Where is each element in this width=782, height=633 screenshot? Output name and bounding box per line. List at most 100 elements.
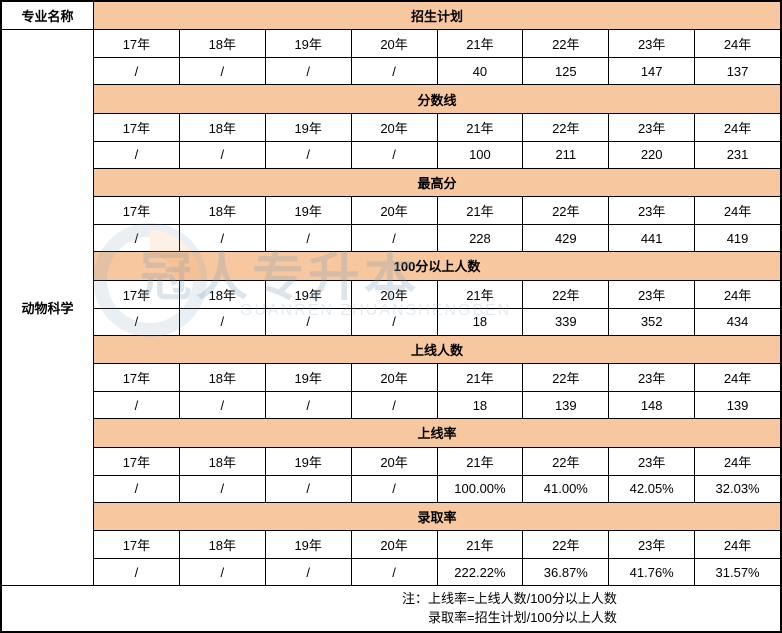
- value-cell: 139: [695, 392, 781, 419]
- value-cell: 429: [523, 225, 609, 252]
- value-cell: 18: [437, 392, 523, 419]
- value-cell: /: [351, 225, 437, 252]
- year-cell: 24年: [695, 364, 781, 392]
- year-cell: 21年: [437, 280, 523, 308]
- note-cell: 注：上线率=上线人数/100分以上人数录取率=招生计划/100分以上人数: [2, 586, 781, 632]
- value-cell: /: [94, 141, 180, 168]
- year-cell: 19年: [265, 113, 351, 141]
- year-cell: 19年: [265, 30, 351, 58]
- year-cell: 20年: [351, 30, 437, 58]
- year-cell: 18年: [179, 30, 265, 58]
- year-cell: 22年: [523, 197, 609, 225]
- value-cell: 100.00%: [437, 475, 523, 502]
- year-cell: 23年: [609, 30, 695, 58]
- year-cell: 24年: [695, 30, 781, 58]
- value-cell: /: [351, 559, 437, 586]
- value-cell: /: [265, 141, 351, 168]
- year-cell: 17年: [94, 447, 180, 475]
- value-cell: /: [351, 58, 437, 85]
- value-cell: 231: [695, 141, 781, 168]
- value-cell: 100: [437, 141, 523, 168]
- section-header-6: 录取率: [94, 502, 781, 530]
- year-cell: 24年: [695, 113, 781, 141]
- section-header-0: 招生计划: [94, 2, 781, 30]
- year-cell: 21年: [437, 447, 523, 475]
- year-cell: 21年: [437, 197, 523, 225]
- year-cell: 17年: [94, 30, 180, 58]
- value-cell: 32.03%: [695, 475, 781, 502]
- year-cell: 19年: [265, 364, 351, 392]
- value-cell: /: [179, 475, 265, 502]
- year-cell: 18年: [179, 364, 265, 392]
- year-cell: 17年: [94, 364, 180, 392]
- section-header-2: 最高分: [94, 168, 781, 196]
- value-cell: 40: [437, 58, 523, 85]
- value-cell: /: [265, 58, 351, 85]
- year-cell: 19年: [265, 197, 351, 225]
- year-cell: 23年: [609, 447, 695, 475]
- value-cell: 228: [437, 225, 523, 252]
- value-cell: /: [94, 559, 180, 586]
- year-cell: 22年: [523, 30, 609, 58]
- value-cell: 352: [609, 308, 695, 335]
- value-cell: 211: [523, 141, 609, 168]
- value-cell: 41.00%: [523, 475, 609, 502]
- year-cell: 20年: [351, 197, 437, 225]
- value-cell: /: [179, 559, 265, 586]
- value-cell: /: [265, 392, 351, 419]
- year-cell: 24年: [695, 530, 781, 558]
- value-cell: 36.87%: [523, 559, 609, 586]
- year-cell: 23年: [609, 280, 695, 308]
- year-cell: 19年: [265, 530, 351, 558]
- value-cell: /: [265, 225, 351, 252]
- value-cell: 42.05%: [609, 475, 695, 502]
- year-cell: 21年: [437, 364, 523, 392]
- value-cell: 139: [523, 392, 609, 419]
- year-cell: 17年: [94, 113, 180, 141]
- value-cell: /: [94, 392, 180, 419]
- value-cell: /: [265, 475, 351, 502]
- value-cell: 125: [523, 58, 609, 85]
- year-cell: 23年: [609, 364, 695, 392]
- year-cell: 19年: [265, 280, 351, 308]
- year-cell: 17年: [94, 530, 180, 558]
- value-cell: /: [351, 141, 437, 168]
- year-cell: 20年: [351, 530, 437, 558]
- value-cell: /: [94, 58, 180, 85]
- year-cell: 23年: [609, 197, 695, 225]
- year-cell: 20年: [351, 364, 437, 392]
- value-cell: 441: [609, 225, 695, 252]
- major-name-cell: 动物科学: [2, 30, 94, 586]
- year-cell: 18年: [179, 530, 265, 558]
- year-cell: 19年: [265, 447, 351, 475]
- value-cell: /: [265, 308, 351, 335]
- watermark-logo: [90, 220, 210, 343]
- value-cell: /: [179, 58, 265, 85]
- value-cell: 419: [695, 225, 781, 252]
- value-cell: /: [179, 141, 265, 168]
- value-cell: 148: [609, 392, 695, 419]
- value-cell: /: [351, 475, 437, 502]
- value-cell: 220: [609, 141, 695, 168]
- year-cell: 21年: [437, 530, 523, 558]
- value-cell: 18: [437, 308, 523, 335]
- year-cell: 22年: [523, 280, 609, 308]
- value-cell: 41.76%: [609, 559, 695, 586]
- year-cell: 22年: [523, 364, 609, 392]
- value-cell: 339: [523, 308, 609, 335]
- year-cell: 24年: [695, 280, 781, 308]
- value-cell: 434: [695, 308, 781, 335]
- year-cell: 21年: [437, 30, 523, 58]
- year-cell: 18年: [179, 447, 265, 475]
- value-cell: 147: [609, 58, 695, 85]
- value-cell: /: [265, 559, 351, 586]
- value-cell: 222.22%: [437, 559, 523, 586]
- year-cell: 18年: [179, 113, 265, 141]
- year-cell: 23年: [609, 530, 695, 558]
- year-cell: 20年: [351, 113, 437, 141]
- year-cell: 20年: [351, 280, 437, 308]
- year-cell: 20年: [351, 447, 437, 475]
- section-header-5: 上线率: [94, 419, 781, 447]
- year-cell: 23年: [609, 113, 695, 141]
- value-cell: 31.57%: [695, 559, 781, 586]
